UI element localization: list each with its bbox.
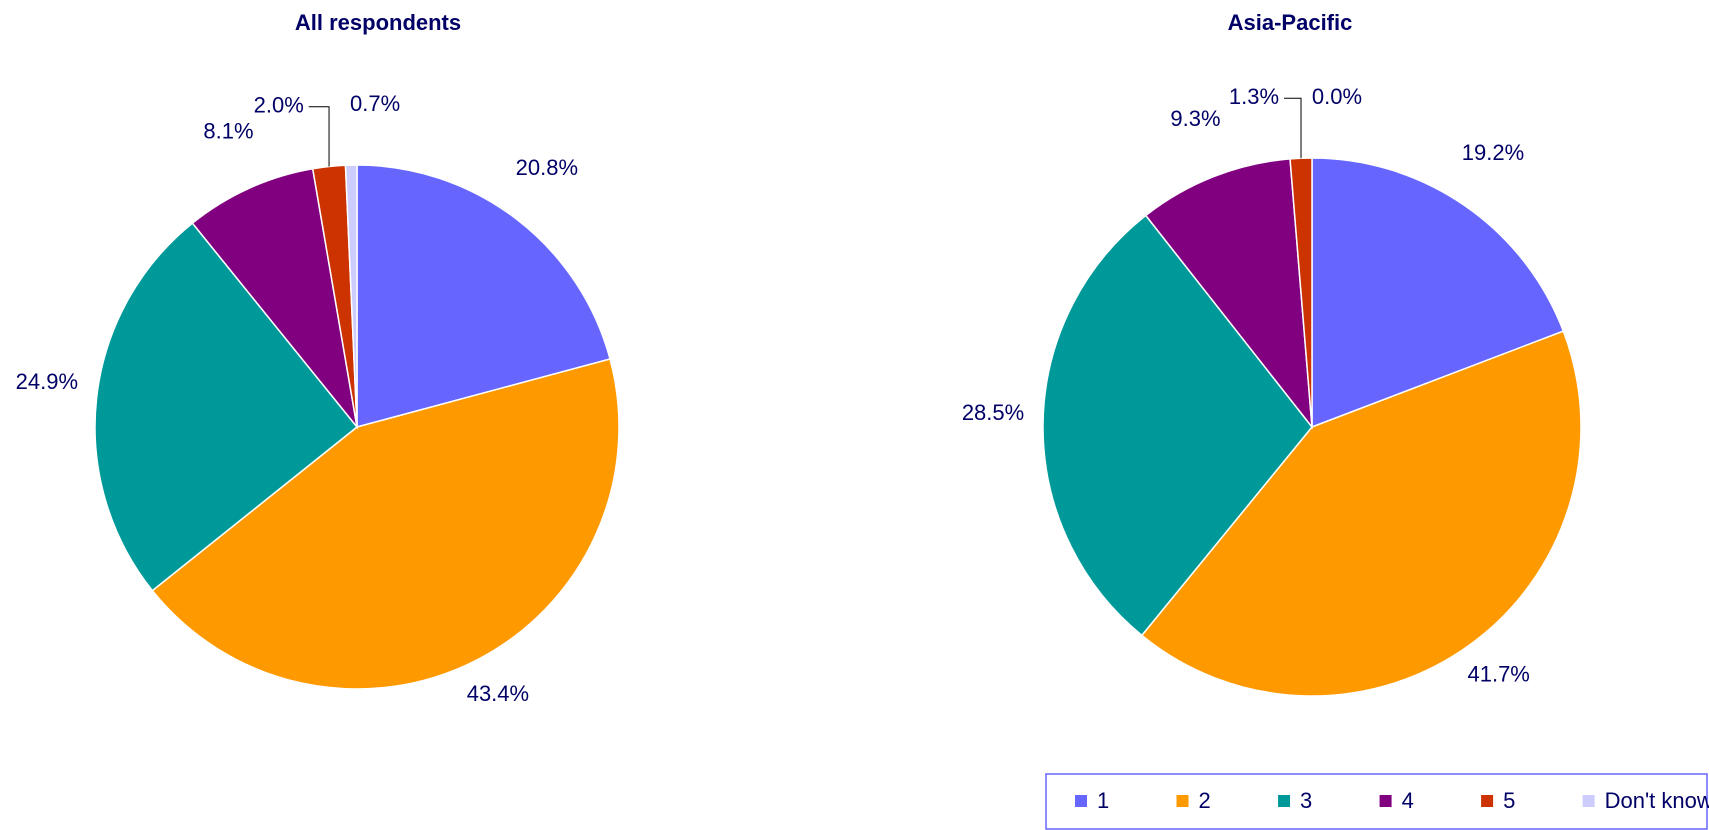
pie-slice [344,164,358,428]
pie-slice [1144,158,1313,430]
data-label: 19.2% [1462,140,1524,165]
leader-line [1283,97,1302,159]
pie-slice [1311,157,1565,429]
data-label: 0.0% [1312,84,1362,109]
legend-label: 4 [1402,788,1414,813]
data-label: 9.3% [1170,106,1220,131]
legend-label: 2 [1199,788,1211,813]
data-label: 28.5% [962,400,1024,425]
data-label: 41.7% [1467,661,1529,686]
data-label: 0.7% [350,91,400,116]
pie-slice [151,358,620,690]
data-label: 8.1% [203,119,253,144]
data-label: 20.8% [516,155,578,180]
legend-swatch [1481,795,1494,807]
pie-slice [94,222,359,592]
legend-box [1045,773,1708,830]
legend-label: 1 [1097,788,1109,813]
data-label: 24.9% [16,369,78,394]
chart-title: Asia-Pacific [1228,10,1353,35]
legend-swatch [1379,795,1392,807]
legend-swatch [1176,795,1189,807]
legend-swatch [1582,795,1595,807]
leader-line [308,106,330,167]
legend-label: Don't know [1605,788,1709,813]
data-label: 2.0% [254,93,304,118]
pie-slice [1042,214,1313,637]
legend-swatch [1278,795,1291,807]
data-label: 43.4% [467,681,529,706]
legend-label: 5 [1503,788,1515,813]
pie-slice [1140,330,1582,697]
pie-slice [191,167,359,430]
chart-title: All respondents [295,10,461,35]
pie-slice [356,164,611,428]
legend-swatch [1075,795,1087,807]
data-label: 1.3% [1229,84,1279,109]
legend-label: 3 [1300,788,1312,813]
